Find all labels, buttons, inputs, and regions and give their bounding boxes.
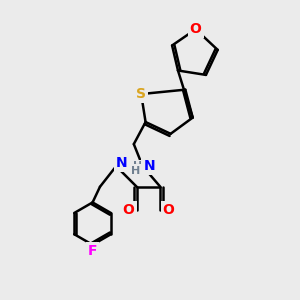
Text: N: N (116, 156, 128, 170)
Text: S: S (136, 87, 146, 101)
Text: O: O (190, 22, 202, 36)
Text: O: O (123, 203, 134, 218)
Text: H: H (131, 166, 140, 176)
Text: F: F (88, 244, 97, 258)
Text: H: H (133, 161, 142, 171)
Text: O: O (163, 203, 175, 218)
Text: N: N (143, 159, 155, 173)
